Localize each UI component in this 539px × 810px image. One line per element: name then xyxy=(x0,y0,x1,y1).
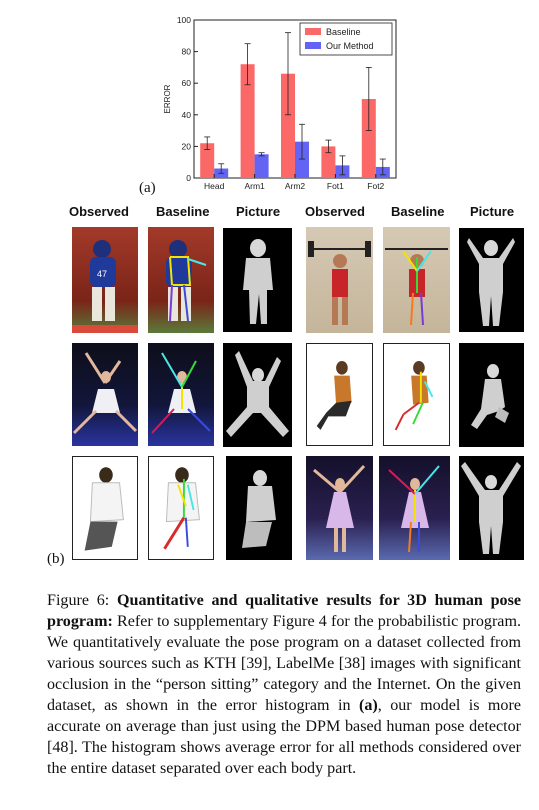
bar-baseline-arm2 xyxy=(281,73,295,178)
legend-label-our-method: Our Method xyxy=(326,41,374,51)
error-histogram-chart: 0 20 40 60 80 100 ERROR Head Arm1 Arm2 Fot1 Fot2 Bas… xyxy=(163,15,397,191)
svg-text:47: 47 xyxy=(97,269,107,279)
y-axis-label: ERROR xyxy=(163,84,172,113)
baseline-skater-image xyxy=(379,456,450,560)
x-tick-label-arm1: Arm1 xyxy=(244,181,265,191)
picture-render-football-player xyxy=(223,228,292,332)
bar-baseline-arm1 xyxy=(240,64,255,178)
bar-baseline-fot2 xyxy=(361,99,376,178)
x-tick-label-fot2: Fot2 xyxy=(367,181,384,191)
column-header-observed-left: Observed xyxy=(69,204,129,219)
y-tick-label-0: 0 xyxy=(186,173,191,183)
caption-bold-panel-ref: (a) xyxy=(358,697,378,714)
picture-render-sitting-man xyxy=(459,343,524,447)
x-tick-label-arm2: Arm2 xyxy=(285,181,306,191)
observed-skater-image xyxy=(306,456,373,560)
bar-baseline-fot1 xyxy=(321,146,336,178)
observed-dancer-split-image xyxy=(72,343,138,446)
y-tick-label-1: 20 xyxy=(182,141,192,151)
column-header-picture-right: Picture xyxy=(470,204,515,219)
caption-figure-label: Figure 6: xyxy=(47,592,110,609)
picture-render-dancer-split xyxy=(223,343,292,447)
picture-render-skater xyxy=(459,456,524,560)
y-tick-label-4: 80 xyxy=(182,47,192,57)
caption-text-part-1: Refer to supplementary Figure 4 for the … xyxy=(47,613,521,714)
bar-our-method-arm1 xyxy=(254,154,269,178)
bar-baseline-head xyxy=(200,143,215,178)
panel-label-a: (a) xyxy=(139,180,156,196)
legend-swatch-baseline xyxy=(305,28,321,35)
caption-bold-title: Quantitative and qualitative results for… xyxy=(47,592,522,630)
baseline-dancer-split-image xyxy=(148,343,214,446)
column-header-picture-left: Picture xyxy=(236,204,281,219)
column-header-baseline-right: Baseline xyxy=(391,204,445,219)
picture-render-weightlifter xyxy=(459,228,524,332)
column-header-observed-right: Observed xyxy=(305,204,365,219)
column-header-baseline-left: Baseline xyxy=(156,204,210,219)
bar-our-method-arm2 xyxy=(295,141,309,178)
observed-sitting-man-image xyxy=(306,343,373,446)
y-tick-label-2: 40 xyxy=(182,110,192,120)
x-tick-label-fot1: Fot1 xyxy=(327,181,344,191)
y-tick-label-3: 60 xyxy=(182,78,192,88)
panel-label-b: (b) xyxy=(47,551,65,567)
baseline-sitting-man-image xyxy=(383,343,450,446)
baseline-football-player-image xyxy=(148,227,214,333)
picture-render-crouching-man xyxy=(226,456,292,560)
observed-weightlifter-image xyxy=(306,227,373,333)
legend-label-baseline: Baseline xyxy=(326,27,361,37)
observed-crouching-man-image xyxy=(72,456,138,560)
observed-football-player-image: 47 xyxy=(72,227,138,333)
baseline-weightlifter-image xyxy=(383,227,450,333)
legend-swatch-our-method xyxy=(305,42,321,49)
caption-text-part-2: , our model is more accurate on average … xyxy=(47,697,521,777)
y-tick-label-5: 100 xyxy=(177,15,191,25)
x-tick-label-head: Head xyxy=(204,181,225,191)
baseline-crouching-man-image xyxy=(148,456,214,560)
figure-caption: Figure 6: Quantitative and qualitative r… xyxy=(47,590,521,779)
